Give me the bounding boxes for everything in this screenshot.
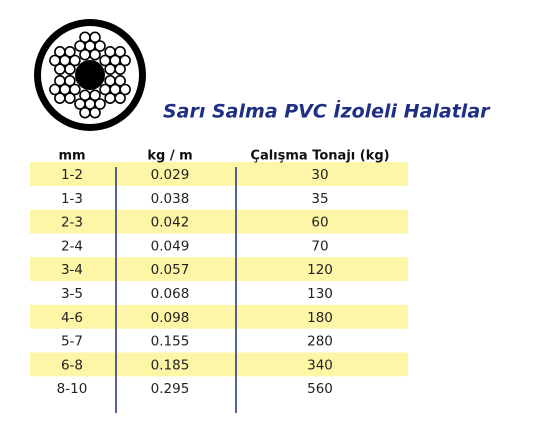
strand-wire bbox=[64, 92, 76, 104]
table-cell: 0.098 bbox=[151, 310, 190, 326]
table-cell: 0.155 bbox=[151, 334, 190, 350]
table-cell: 3-5 bbox=[61, 286, 83, 302]
strand-wire bbox=[64, 75, 76, 87]
title: Sarı Salma PVC İzoleli Halatlar bbox=[163, 99, 491, 123]
strand-wire bbox=[69, 83, 81, 96]
row-stripe bbox=[30, 162, 408, 186]
column-header: kg / m bbox=[147, 149, 192, 164]
strand-wire bbox=[79, 89, 91, 102]
table-cell: 3-4 bbox=[61, 262, 83, 278]
table-cell: 2-3 bbox=[61, 215, 83, 231]
table-cell: 0.042 bbox=[151, 215, 190, 231]
strand-wire bbox=[104, 46, 116, 58]
table-cell: 340 bbox=[307, 357, 333, 373]
table-cell: 130 bbox=[307, 286, 333, 302]
table-cell: 1-3 bbox=[61, 191, 83, 207]
strand-wire bbox=[114, 75, 126, 87]
table-cell: 1-2 bbox=[61, 167, 83, 183]
strand-wire bbox=[74, 98, 86, 110]
table-cell: 0.068 bbox=[151, 286, 190, 302]
row-stripe bbox=[30, 209, 408, 234]
table-cell: 0.049 bbox=[151, 238, 190, 254]
strand-wire bbox=[74, 40, 86, 52]
table-cell: 5-7 bbox=[61, 334, 83, 350]
table-cell: 560 bbox=[307, 381, 333, 397]
rope-core bbox=[75, 60, 105, 90]
table-cell: 0.185 bbox=[151, 357, 190, 373]
table-cell: 6-8 bbox=[61, 357, 83, 373]
table-cell: 30 bbox=[311, 167, 328, 183]
rope-icon bbox=[34, 19, 146, 131]
strand-wire bbox=[64, 63, 76, 75]
strand-wire bbox=[79, 31, 91, 44]
strand-wire bbox=[79, 48, 91, 61]
table-cell: 60 bbox=[311, 215, 328, 231]
table-cell: 280 bbox=[307, 334, 333, 350]
table-cell: 8-10 bbox=[57, 381, 88, 397]
strand-wire bbox=[54, 92, 66, 104]
column-header: mm bbox=[58, 149, 85, 164]
strand-wire bbox=[64, 46, 76, 58]
table-cell: 0.057 bbox=[151, 262, 190, 278]
strand-wire bbox=[104, 63, 116, 75]
table-cell: 0.038 bbox=[151, 191, 190, 207]
table-cell: 0.029 bbox=[151, 167, 190, 183]
table-cell: 4-6 bbox=[61, 310, 83, 326]
strand-wire bbox=[69, 54, 81, 67]
strand-wire bbox=[104, 75, 116, 87]
strand-wire bbox=[89, 89, 101, 102]
table-cell: 70 bbox=[311, 238, 328, 254]
table-cell: 0.295 bbox=[151, 381, 190, 397]
column-header: Çalışma Tonajı (kg) bbox=[250, 149, 389, 164]
strand-wire bbox=[89, 31, 101, 44]
strand-wire bbox=[119, 83, 131, 96]
table-cell: 2-4 bbox=[61, 238, 83, 254]
strand-wire bbox=[54, 63, 66, 75]
strand-wire bbox=[89, 48, 101, 61]
strand-wire bbox=[49, 83, 61, 96]
strand-wire bbox=[99, 83, 111, 96]
strand-wire bbox=[94, 98, 106, 110]
strand-wire bbox=[49, 54, 61, 67]
strand-wire bbox=[54, 46, 66, 58]
strand-wire bbox=[104, 92, 116, 104]
table-cell: 120 bbox=[307, 262, 333, 278]
table-cell: 180 bbox=[307, 310, 333, 326]
row-stripe bbox=[30, 352, 408, 377]
table-cell: 35 bbox=[311, 191, 328, 207]
row-stripe bbox=[30, 257, 408, 282]
strand-wire bbox=[89, 106, 101, 119]
strand-wire bbox=[119, 54, 131, 67]
strand-wire bbox=[94, 40, 106, 52]
strand-wire bbox=[79, 106, 91, 119]
strand-wire bbox=[99, 54, 111, 67]
strand-wire bbox=[54, 75, 66, 87]
strand-wire bbox=[114, 63, 126, 75]
row-stripe bbox=[30, 304, 408, 329]
strand-wire bbox=[114, 92, 126, 104]
strand-wire bbox=[114, 46, 126, 58]
